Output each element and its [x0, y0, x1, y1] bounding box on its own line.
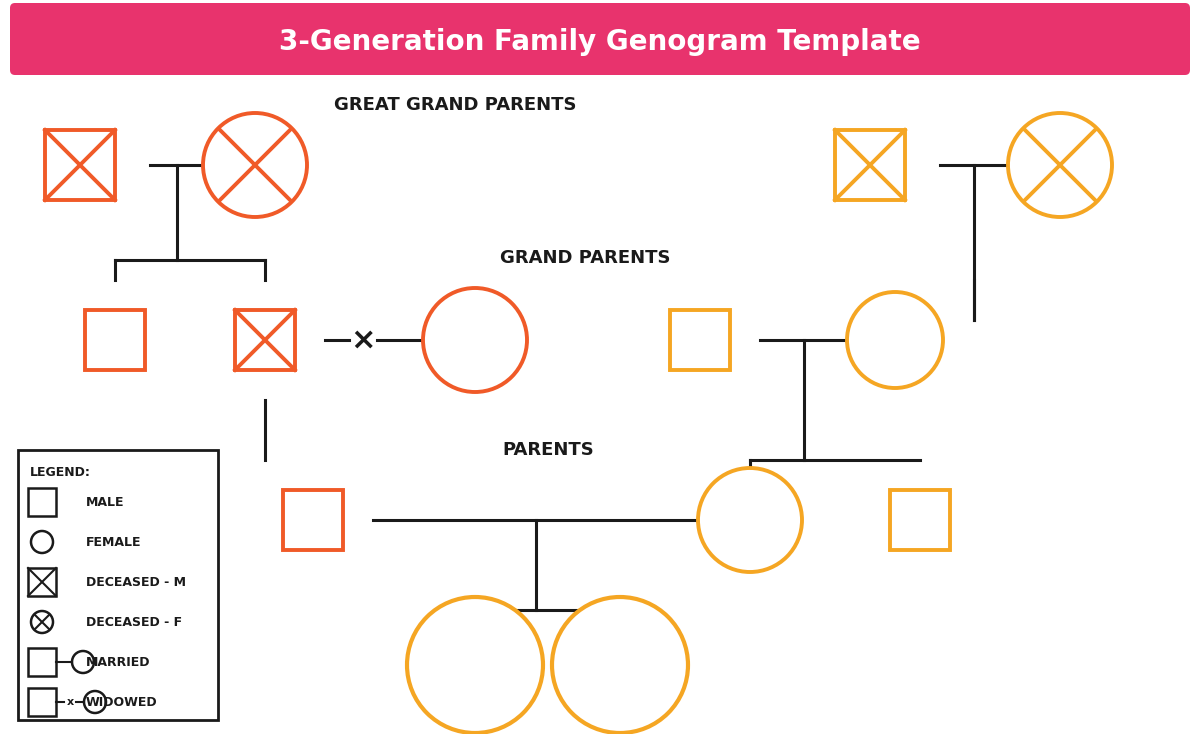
Text: DECEASED - F: DECEASED - F: [86, 616, 182, 628]
Circle shape: [1008, 113, 1112, 217]
Text: WIDOWED: WIDOWED: [86, 696, 157, 708]
Bar: [890, 490, 950, 550]
Circle shape: [698, 468, 802, 572]
Bar: [28, 488, 56, 516]
Circle shape: [424, 288, 527, 392]
Circle shape: [31, 611, 53, 633]
Text: 3-Generation Family Genogram Template: 3-Generation Family Genogram Template: [280, 28, 920, 56]
Text: DECEASED - M: DECEASED - M: [86, 575, 186, 589]
Bar: [283, 490, 343, 550]
Text: FEMALE: FEMALE: [86, 536, 142, 548]
Circle shape: [552, 597, 688, 733]
Text: GREAT GRAND PARENTS: GREAT GRAND PARENTS: [334, 96, 576, 114]
Text: LEGEND:: LEGEND:: [30, 465, 91, 479]
Circle shape: [407, 597, 542, 733]
Circle shape: [72, 651, 94, 673]
Text: PARENTS: PARENTS: [502, 441, 594, 459]
Bar: [28, 568, 56, 596]
Text: GRAND PARENTS: GRAND PARENTS: [499, 249, 671, 267]
Circle shape: [847, 292, 943, 388]
Bar: [235, 310, 295, 370]
Bar: [46, 130, 115, 200]
Text: MALE: MALE: [86, 495, 125, 509]
Bar: [85, 310, 145, 370]
Bar: [28, 648, 56, 676]
FancyBboxPatch shape: [10, 3, 1190, 75]
Text: x: x: [66, 697, 73, 707]
Text: ×: ×: [350, 325, 376, 355]
Text: MARRIED: MARRIED: [86, 655, 150, 669]
Bar: [28, 688, 56, 716]
Circle shape: [31, 531, 53, 553]
Bar: [18, 450, 218, 720]
Circle shape: [203, 113, 307, 217]
Circle shape: [84, 691, 106, 713]
Bar: [670, 310, 730, 370]
Bar: [835, 130, 905, 200]
